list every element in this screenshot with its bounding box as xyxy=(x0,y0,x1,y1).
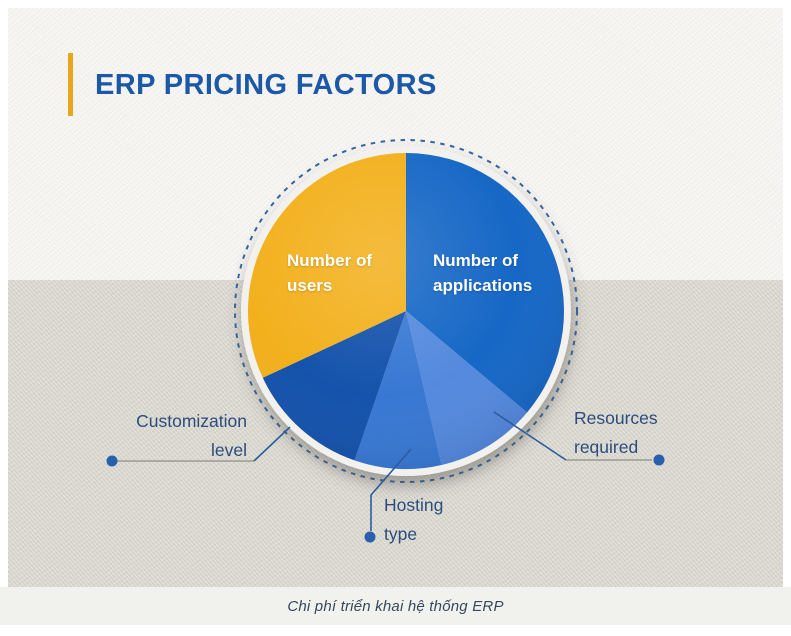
background-top xyxy=(8,8,783,280)
segment-label-customization-level: Customization level xyxy=(97,407,247,465)
segment-label-number-of-applications: Number of applications xyxy=(433,248,532,298)
hosting-label-line2: type xyxy=(384,524,418,544)
customization-leader-dot xyxy=(106,455,118,467)
caption-strip: Chi phí triển khai hệ thống ERP xyxy=(0,587,791,625)
segment-label-number-of-users: Number of users xyxy=(287,248,372,298)
applications-label-line2: applications xyxy=(433,276,533,295)
segment-label-resources-required: Resources required xyxy=(574,404,658,462)
hosting-label-line1: Hosting xyxy=(384,495,444,515)
customization-label-line1: Customization xyxy=(136,411,247,431)
page-title: ERP PRICING FACTORS xyxy=(95,69,437,101)
customization-label-line2: level xyxy=(211,440,247,460)
resources-label-line2: required xyxy=(574,437,639,457)
title-accent-bar xyxy=(68,53,73,116)
leader-lines xyxy=(106,411,665,543)
resources-leader-dot xyxy=(653,454,665,466)
users-label-line1: Number of xyxy=(287,251,372,270)
segment-label-hosting-type: Hosting type xyxy=(384,491,443,549)
hosting-leader-line xyxy=(370,448,412,531)
resources-label-line1: Resources xyxy=(574,408,658,428)
pie-gloss xyxy=(248,153,564,469)
dashed-ring xyxy=(234,139,578,483)
hosting-leader-dot xyxy=(364,531,376,543)
resources-leader-diagonal xyxy=(493,411,567,461)
customization-leader-diagonal xyxy=(253,426,291,462)
applications-label-line1: Number of xyxy=(433,251,518,270)
users-label-line2: users xyxy=(287,276,333,295)
caption-text: Chi phí triển khai hệ thống ERP xyxy=(287,597,504,615)
